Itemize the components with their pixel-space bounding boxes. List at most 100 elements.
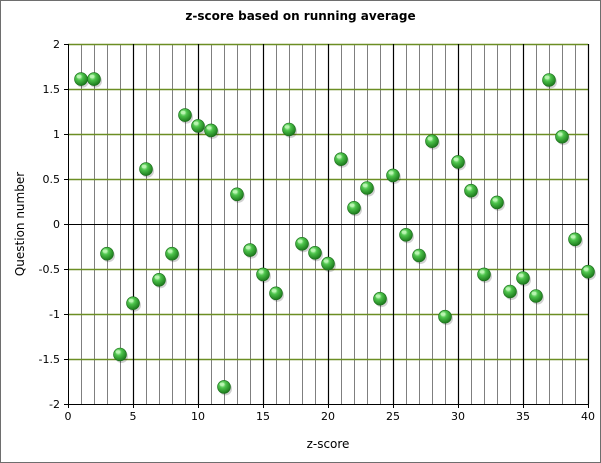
y-tick-label: 0 [53, 218, 60, 231]
point-highlight [258, 270, 264, 274]
data-point [100, 246, 115, 263]
data-point [412, 248, 427, 264]
x-tick-label: 25 [386, 410, 400, 423]
data-point [230, 187, 245, 203]
data-point [113, 347, 128, 363]
y-tick-label: -0.5 [39, 263, 60, 276]
point-marker [217, 380, 231, 394]
point-marker [451, 155, 465, 169]
data-point [542, 73, 557, 89]
data-point [308, 246, 323, 262]
point-marker [256, 267, 270, 282]
chart-title: z-score based on running average [185, 9, 416, 23]
data-point [334, 152, 349, 168]
y-tick-label: 0.5 [43, 173, 61, 186]
data-point [139, 162, 154, 178]
data-point [126, 296, 141, 312]
point-marker [347, 201, 361, 215]
point-highlight [388, 171, 394, 175]
point-marker [126, 296, 140, 311]
point-marker [490, 195, 504, 210]
point-marker [269, 286, 283, 301]
x-tick-label: 40 [581, 410, 595, 423]
point-marker [139, 162, 153, 176]
point-marker [360, 181, 374, 195]
point-marker [516, 271, 530, 285]
point-highlight [427, 137, 433, 141]
point-highlight [128, 299, 134, 303]
point-marker [555, 129, 569, 144]
data-point [217, 380, 232, 396]
point-marker [412, 248, 426, 263]
point-highlight [167, 249, 173, 253]
point-highlight [89, 74, 95, 79]
data-point [295, 237, 310, 253]
point-marker [295, 237, 309, 251]
axes [64, 44, 589, 408]
point-highlight [206, 126, 212, 130]
point-highlight [219, 382, 225, 386]
point-marker [581, 264, 595, 279]
data-point [74, 72, 89, 88]
point-highlight [401, 230, 407, 234]
x-tick-label: 15 [256, 410, 270, 423]
data-point [529, 289, 544, 305]
y-tick-label: -1.5 [39, 353, 60, 366]
x-tick-label: 30 [451, 410, 465, 423]
point-marker [87, 72, 101, 86]
point-marker [165, 246, 179, 261]
point-highlight [76, 74, 82, 79]
point-highlight [245, 245, 251, 250]
point-marker [503, 284, 517, 299]
point-highlight [557, 132, 563, 136]
data-point [490, 195, 505, 211]
point-marker [113, 347, 127, 362]
point-highlight [349, 203, 355, 207]
point-marker [373, 291, 387, 306]
y-tick-label: -1 [49, 308, 60, 321]
point-highlight [505, 287, 511, 291]
data-point [503, 284, 518, 300]
data-point [321, 256, 336, 273]
x-tick-label: 20 [321, 410, 335, 423]
data-points [74, 72, 596, 396]
point-highlight [518, 273, 524, 277]
point-marker [230, 187, 244, 202]
point-highlight [297, 239, 303, 243]
point-marker [191, 119, 205, 133]
y-tick-label: 1.5 [43, 83, 61, 96]
point-highlight [440, 312, 446, 316]
point-highlight [453, 157, 459, 161]
data-point [204, 123, 219, 139]
data-point [269, 286, 284, 302]
point-highlight [583, 267, 589, 271]
point-highlight [362, 183, 368, 187]
data-point [438, 309, 453, 326]
point-marker [568, 232, 582, 247]
data-point [256, 267, 271, 283]
point-highlight [180, 110, 186, 115]
point-marker [425, 134, 439, 148]
point-marker [243, 243, 257, 257]
x-axis-label: z-score [307, 437, 350, 451]
data-point [165, 246, 180, 263]
point-highlight [544, 75, 550, 79]
point-marker [321, 256, 335, 271]
data-point [425, 134, 440, 150]
data-point [282, 122, 297, 138]
point-marker [100, 246, 114, 261]
data-point [347, 201, 362, 217]
point-highlight [115, 350, 121, 354]
point-marker [542, 73, 556, 87]
x-tick-label: 0 [65, 410, 72, 423]
tick-labels: 0 5 10 15 20 25 30 35 40 2 1.5 1 0.5 0 -0.5 -1 -1.5 -2 [39, 38, 595, 423]
point-highlight [154, 275, 160, 279]
data-point [568, 232, 583, 248]
point-highlight [336, 155, 342, 159]
data-point [399, 228, 414, 244]
point-highlight [271, 289, 277, 293]
point-highlight [232, 190, 238, 194]
point-highlight [492, 198, 498, 202]
point-marker [334, 152, 348, 166]
